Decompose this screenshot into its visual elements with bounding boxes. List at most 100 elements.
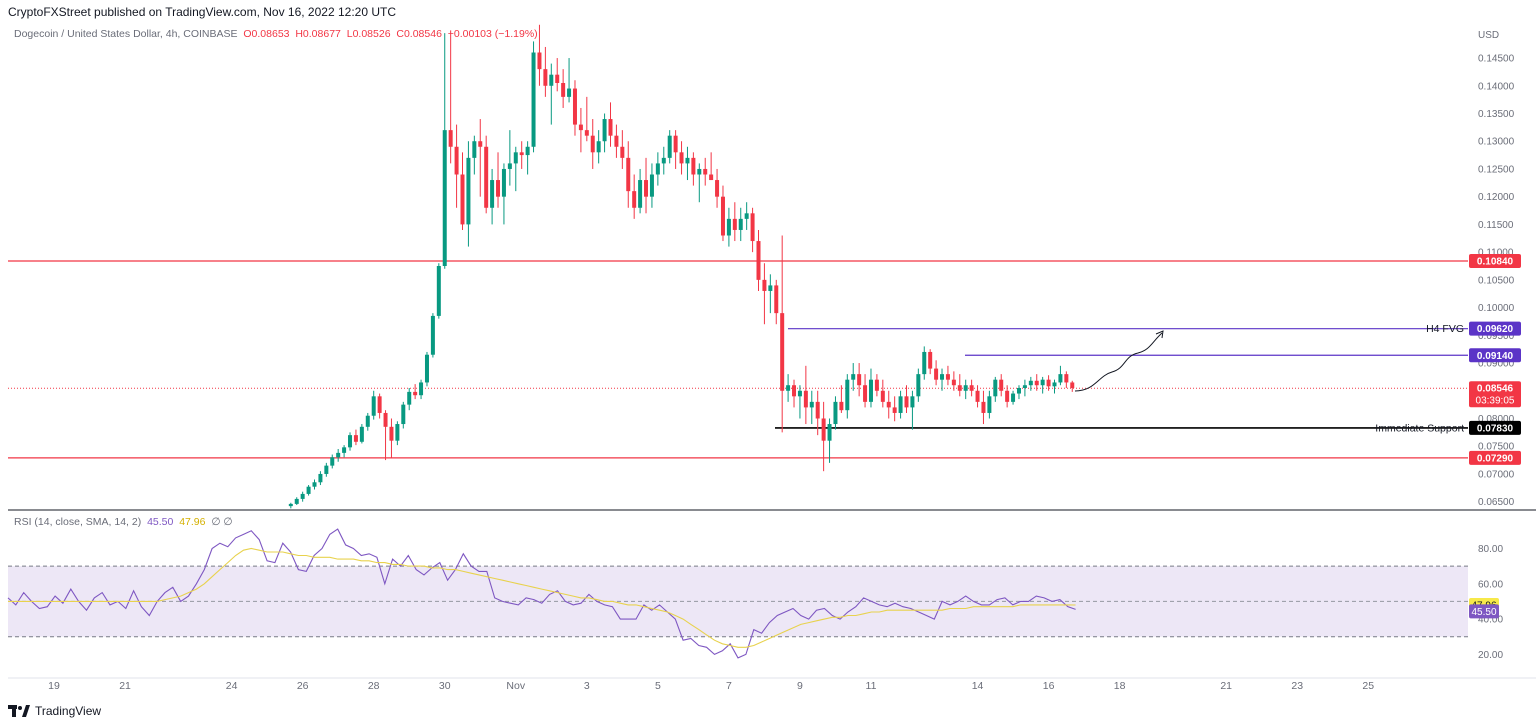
footer-brand: TradingView <box>35 704 102 718</box>
candle-body <box>1046 379 1051 387</box>
projection-arrowhead <box>1155 330 1164 339</box>
candle-body <box>809 401 814 408</box>
candle-body <box>762 279 767 291</box>
candle-body <box>655 163 660 175</box>
candle-body <box>797 390 802 397</box>
x-tick-label: 11 <box>866 680 877 692</box>
candle-body <box>821 418 826 441</box>
candle-body <box>300 493 305 499</box>
level-price-badge <box>1469 254 1521 269</box>
candle-body <box>620 146 625 158</box>
candle-body <box>638 180 643 208</box>
candle-body <box>703 168 708 175</box>
candle-body <box>999 379 1004 391</box>
candle-body <box>466 157 471 225</box>
rsi-line <box>7 528 1076 659</box>
level-price-label: 0.09620 <box>1477 324 1514 335</box>
candle-body <box>1040 379 1045 386</box>
candle-body <box>531 52 536 147</box>
candle-body <box>768 285 773 291</box>
candle-body <box>460 174 465 225</box>
ohlc-open: O0.08653 <box>243 28 290 40</box>
candle-body <box>496 180 501 197</box>
candle-body <box>419 382 424 396</box>
candle-body <box>312 482 317 487</box>
candle-body <box>1016 388 1021 394</box>
candle-body <box>353 435 358 442</box>
price-tick-label: 0.07500 <box>1478 442 1515 453</box>
candle-body <box>549 74 554 86</box>
candle-body <box>1052 382 1057 387</box>
price-tick-label: 0.13500 <box>1478 109 1515 120</box>
candle-body <box>590 135 595 153</box>
candle-body <box>336 452 341 458</box>
candle-body <box>407 391 412 405</box>
x-tick-label: 23 <box>1291 680 1303 692</box>
candle-body <box>442 130 447 266</box>
candle-body <box>389 426 394 441</box>
candle-body <box>951 379 956 386</box>
level-price-label: 0.10840 <box>1477 257 1514 268</box>
candle-body <box>839 401 844 411</box>
candle-body <box>519 152 524 156</box>
candle-body <box>567 88 572 97</box>
rsi-value-badge <box>1469 604 1499 619</box>
candle-body <box>330 457 335 466</box>
candle-body <box>288 503 293 507</box>
candle-body <box>786 385 791 391</box>
x-tick-label: 21 <box>1220 680 1232 692</box>
candle-body <box>484 146 489 208</box>
level-price-label: 0.07290 <box>1477 453 1514 464</box>
candle-body <box>691 157 696 175</box>
candle-body <box>572 88 577 125</box>
price-tick-label: 0.06500 <box>1478 497 1515 508</box>
candle-body <box>738 218 743 230</box>
x-tick-label: 19 <box>48 680 60 692</box>
candle-body <box>626 157 631 192</box>
candle-body <box>555 74 560 83</box>
price-tick-label: 0.12500 <box>1478 164 1515 175</box>
candle-body <box>892 407 897 413</box>
rsi-title: RSI (14, close, SMA, 14, 2) <box>14 516 142 528</box>
candle-body <box>957 385 962 391</box>
rsi-legend-extra: ∅ ∅ <box>211 516 233 528</box>
x-tick-label: 25 <box>1362 680 1374 692</box>
rsi-tick-label: 60.00 <box>1478 579 1503 590</box>
candle-body <box>720 196 725 236</box>
rsi-tick-label: 80.00 <box>1478 544 1503 555</box>
candle-body <box>928 351 933 369</box>
candle-body <box>732 218 737 230</box>
candle-body <box>803 390 808 408</box>
ohlc-low: L0.08526 <box>346 28 391 40</box>
price-tick-label: 0.13000 <box>1478 137 1515 148</box>
candle-body <box>306 486 311 494</box>
candle-body <box>371 396 376 416</box>
candle-body <box>318 473 323 483</box>
symbol-legend: Dogecoin / United States Dollar, 4h, COI… <box>14 28 538 40</box>
ohlc-close: C0.08546 <box>396 28 442 40</box>
price-tick-label: 0.09500 <box>1478 331 1515 342</box>
candle-body <box>981 401 986 413</box>
candle-body <box>874 379 879 391</box>
level-note: Immediate Support <box>1375 422 1464 434</box>
candle-body <box>910 396 915 408</box>
x-tick-label: 14 <box>972 680 984 692</box>
candle-body <box>697 168 702 175</box>
candle-body <box>904 396 909 408</box>
candle-body <box>436 266 441 316</box>
candle-body <box>857 374 862 386</box>
candle-body <box>359 426 364 442</box>
x-tick-label: 26 <box>297 680 309 692</box>
candle-body <box>602 119 607 142</box>
level-note: H4 FVG <box>1426 323 1464 335</box>
x-tick-label: Nov <box>506 680 525 692</box>
price-tick-label: 0.11000 <box>1478 248 1514 259</box>
candle-body <box>945 374 950 380</box>
candle-body <box>644 180 649 197</box>
symbol-title: Dogecoin / United States Dollar, 4h, COI… <box>14 28 238 40</box>
candle-body <box>685 157 690 164</box>
rsi-sma-line <box>8 547 1076 648</box>
level-price-label: 0.07830 <box>1477 423 1514 434</box>
candle-body <box>667 135 672 158</box>
